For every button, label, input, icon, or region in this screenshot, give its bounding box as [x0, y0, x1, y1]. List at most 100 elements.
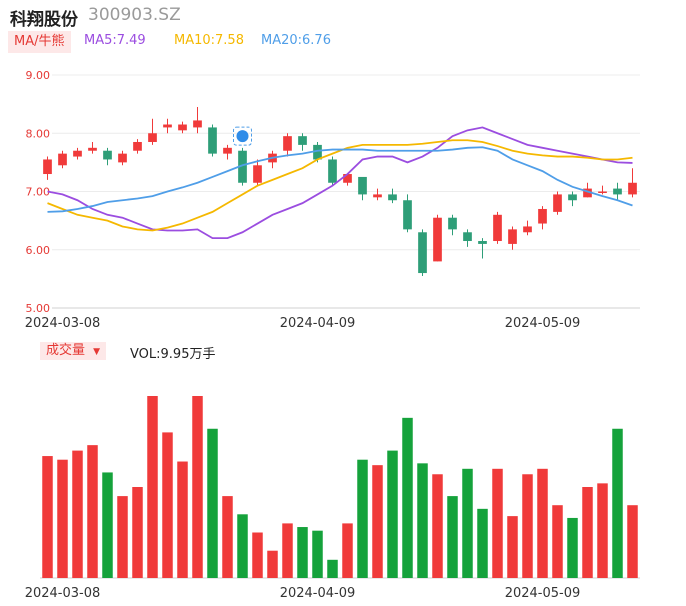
volume-bar [252, 532, 263, 578]
y-tick-label: 9.00 [26, 69, 51, 82]
volume-bar [522, 474, 533, 578]
candle [328, 159, 337, 183]
candle [358, 176, 367, 195]
volume-bar [237, 514, 248, 578]
volume-bar [42, 456, 53, 578]
y-tick-label: 7.00 [26, 186, 51, 199]
volume-bar [597, 483, 608, 578]
candle [298, 136, 307, 145]
candle [103, 150, 112, 160]
candle [448, 217, 457, 230]
volume-bar [282, 523, 293, 578]
volume-bar [87, 445, 98, 578]
ma5-legend: MA5:7.49 [84, 33, 146, 48]
y-tick-label: 8.00 [26, 127, 51, 140]
x-tick-label: 2024-04-09 [280, 316, 356, 331]
event-marker-icon [233, 126, 252, 146]
candle [628, 182, 637, 195]
volume-bar [267, 550, 278, 578]
chevron-down-icon: ▼ [93, 347, 101, 357]
volume-bar [567, 517, 578, 578]
volume-toggle-label: 成交量 [46, 343, 86, 358]
y-tick-label: 5.00 [26, 302, 51, 315]
candle [538, 208, 547, 224]
candle [178, 124, 187, 131]
candle [343, 174, 352, 183]
ma10-line [47, 139, 633, 232]
x-tick-label: 2024-05-09 [505, 586, 581, 601]
volume-toggle-button[interactable]: 成交量 ▼ [40, 342, 107, 360]
ma20-line [47, 146, 633, 213]
volume-bar [162, 432, 173, 578]
ma20-legend: MA20:6.76 [261, 33, 331, 48]
volume-bar [612, 428, 623, 578]
volume-bar [387, 450, 398, 578]
volume-bar [297, 527, 308, 578]
candle [118, 153, 127, 163]
volume-bar [72, 450, 83, 578]
x-tick-label: 2024-03-08 [25, 586, 101, 601]
candle [553, 194, 562, 212]
candle [73, 150, 82, 157]
candle [223, 147, 232, 154]
ma10-legend: MA10:7.58 [174, 33, 244, 48]
volume-bar [57, 459, 68, 578]
candle [253, 165, 262, 183]
volume-bar [552, 505, 563, 578]
volume-bar [492, 468, 503, 578]
candle [208, 127, 217, 154]
candle [373, 194, 382, 198]
volume-bar [417, 463, 428, 578]
candle [463, 232, 472, 242]
x-tick-label: 2024-05-09 [505, 316, 581, 331]
candle [433, 217, 442, 262]
volume-bar [147, 396, 158, 578]
volume-bar [117, 496, 128, 578]
volume-bar [462, 468, 473, 578]
candle [508, 229, 517, 244]
y-tick-label: 6.00 [26, 244, 51, 257]
candle [523, 226, 532, 233]
volume-chart[interactable]: 2024-03-08 2024-04-09 2024-05-09 [0, 360, 686, 606]
volume-value: VOL:9.95万手 [130, 347, 216, 362]
candle [568, 194, 577, 201]
ma-toggle-button[interactable]: MA/牛熊 [8, 31, 71, 53]
candle [418, 232, 427, 274]
stock-code: 300903.SZ [88, 5, 181, 25]
volume-bar [477, 508, 488, 578]
volume-bar [312, 530, 323, 578]
volume-bar [357, 459, 368, 578]
ma5-line [47, 126, 633, 240]
volume-bar [537, 468, 548, 578]
candle [238, 150, 247, 183]
volume-bar [402, 417, 413, 578]
volume-bar [132, 487, 143, 578]
candle [163, 124, 172, 128]
candle [403, 200, 412, 230]
candle [133, 141, 142, 151]
candle [478, 241, 487, 244]
candle [193, 120, 202, 128]
candle [493, 214, 502, 242]
volume-bar [372, 465, 383, 578]
candle [388, 194, 397, 201]
volume-bar [327, 559, 338, 578]
volume-bar [432, 474, 443, 578]
candle [43, 159, 52, 175]
volume-bar [222, 496, 233, 578]
volume-bar [582, 487, 593, 578]
volume-bar [177, 461, 188, 578]
candle [613, 188, 622, 195]
volume-bar [192, 396, 203, 578]
volume-bar [102, 472, 113, 578]
x-tick-label: 2024-04-09 [280, 586, 356, 601]
volume-bar [207, 428, 218, 578]
candle [148, 133, 157, 142]
candle [58, 153, 67, 166]
candle [583, 188, 592, 198]
volume-bar [507, 516, 518, 578]
candle [283, 136, 292, 151]
volume-bar [627, 505, 638, 578]
stock-name: 科翔股份 [10, 10, 78, 30]
